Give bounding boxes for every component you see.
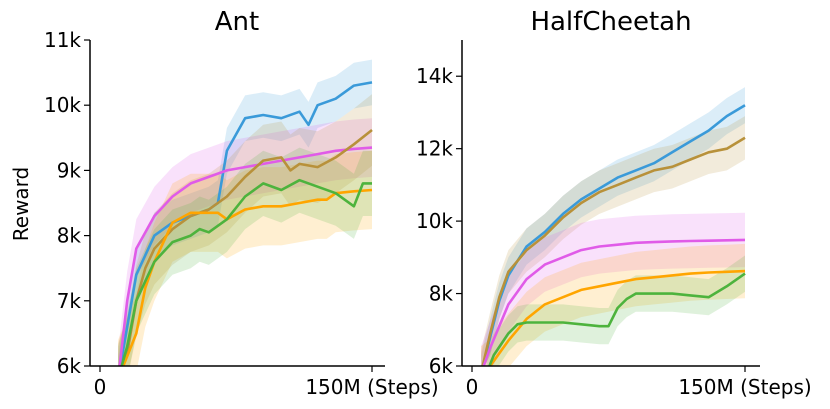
y-tick-label: 7k [57, 289, 82, 313]
band-orange [118, 150, 372, 366]
series-line-green [488, 272, 746, 366]
series-line-green [120, 178, 372, 366]
y-tick-label: 10k [416, 209, 453, 233]
band-blue [481, 87, 745, 366]
x-ticks-halfcheetah: 0 150M (Steps) [466, 366, 812, 399]
y-ticks-ant: 6k 7k 8k 9k 10k 11k [44, 28, 90, 378]
plot-area-halfcheetah [481, 87, 746, 366]
chart-title-halfcheetah: HalfCheetah [530, 7, 691, 37]
y-tick-label: 12k [416, 137, 453, 161]
chart-halfcheetah: HalfCheetah 6k 8k 10k 12k 14k 0 150M (Steps) [416, 7, 812, 399]
band-gold [481, 116, 745, 366]
chart-title-ant: Ant [215, 7, 259, 37]
y-tick-label: 6k [429, 354, 454, 378]
x-ticks-ant: 0 150M (Steps) [94, 366, 439, 399]
y-tick-label: 11k [44, 28, 81, 52]
band-magenta [481, 212, 745, 366]
y-axis-label: Reward [9, 167, 33, 241]
y-tick-label: 8k [429, 282, 454, 306]
series-line-blue [119, 81, 373, 366]
band-gold [118, 94, 372, 366]
y-tick-label: 8k [57, 224, 82, 248]
x-tick-label: 150M (Steps) [678, 375, 811, 399]
series-line-gold [121, 128, 373, 366]
band-magenta [118, 118, 372, 366]
plot-area-ant [118, 59, 373, 366]
series-line-magenta [118, 146, 373, 366]
band-blue [118, 59, 372, 366]
y-tick-label: 10k [44, 93, 81, 117]
x-tick-label: 150M (Steps) [305, 375, 438, 399]
series-line-gold [481, 136, 746, 366]
series-line-orange [488, 269, 746, 366]
y-ticks-halfcheetah: 6k 8k 10k 12k 14k [416, 64, 462, 378]
x-tick-label: 0 [94, 375, 107, 399]
y-tick-label: 14k [416, 64, 453, 88]
band-green [118, 147, 372, 366]
x-tick-label: 0 [466, 375, 479, 399]
y-tick-label: 9k [57, 158, 82, 182]
y-tick-label: 6k [57, 354, 82, 378]
chart-ant: Ant Reward 6k 7k 8k 9k 10k 11k 0 150M (Steps) [9, 7, 439, 399]
series-line-magenta [482, 238, 746, 366]
